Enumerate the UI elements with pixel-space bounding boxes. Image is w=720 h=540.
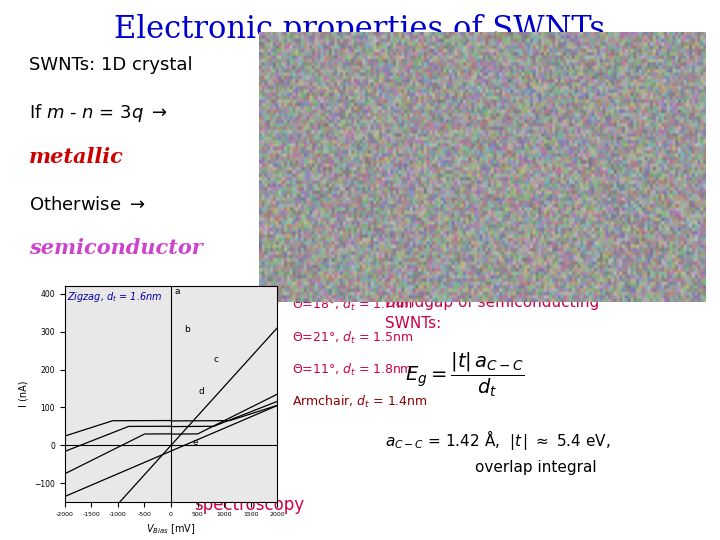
Text: $E_g = \dfrac{|t|\, a_{C-C}}{d_t}$: $E_g = \dfrac{|t|\, a_{C-C}}{d_t}$ <box>405 351 524 400</box>
Text: d: d <box>199 387 204 396</box>
Text: $a_{C-C}$ = 1.42 Å,  $|t\,|$ $\approx$ 5.4 eV,: $a_{C-C}$ = 1.42 Å, $|t\,|$ $\approx$ 5.… <box>385 428 611 452</box>
Text: $\Theta$=18°, $d_t$ = 1.7nm: $\Theta$=18°, $d_t$ = 1.7nm <box>292 297 412 313</box>
Text: Zigzag, $d_t$ = 1.6nm: Zigzag, $d_t$ = 1.6nm <box>67 290 162 304</box>
Text: e: e <box>192 438 198 447</box>
Text: $\Theta$=21°, $d_t$ = 1.5nm: $\Theta$=21°, $d_t$ = 1.5nm <box>292 329 413 346</box>
Text: SWNTs:: SWNTs: <box>385 316 441 332</box>
Text: c: c <box>213 355 218 364</box>
Y-axis label: I (nA): I (nA) <box>19 381 29 408</box>
Text: Otherwise $\rightarrow$: Otherwise $\rightarrow$ <box>29 196 145 214</box>
Text: b: b <box>184 325 189 334</box>
Text: $\Theta$=11°, $d_t$ = 1.8nm: $\Theta$=11°, $d_t$ = 1.8nm <box>292 362 413 378</box>
Text: If $m$ - $n$ = 3$q$ $\rightarrow$: If $m$ - $n$ = 3$q$ $\rightarrow$ <box>29 103 168 124</box>
Text: SWNTs: 1D crystal: SWNTs: 1D crystal <box>29 56 192 74</box>
Text: semiconductor: semiconductor <box>29 238 202 259</box>
X-axis label: $V_{Bias}$ [mV]: $V_{Bias}$ [mV] <box>146 523 196 536</box>
Text: Armchair, $d_t$ = 1.4nm: Armchair, $d_t$ = 1.4nm <box>292 394 428 410</box>
Text: spectroscopy: spectroscopy <box>194 496 305 514</box>
Text: Bandgap of semiconducting: Bandgap of semiconducting <box>385 295 600 310</box>
Text: STM $I$-$V$: STM $I$-$V$ <box>194 469 260 487</box>
Text: Electronic properties of SWNTs: Electronic properties of SWNTs <box>114 14 606 45</box>
Text: overlap integral: overlap integral <box>475 460 597 475</box>
Text: a: a <box>174 287 180 296</box>
Text: metallic: metallic <box>29 146 124 167</box>
